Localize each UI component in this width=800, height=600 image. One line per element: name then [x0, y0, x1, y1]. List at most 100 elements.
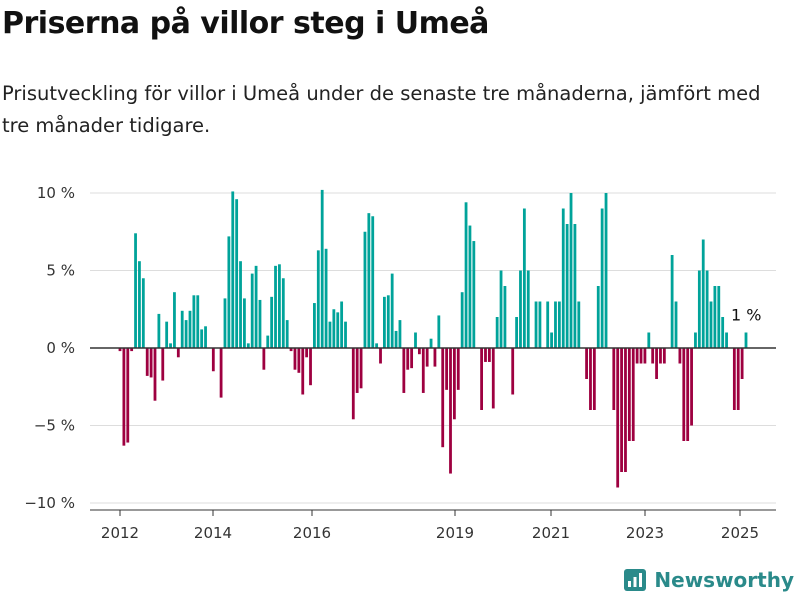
bar — [721, 317, 725, 348]
bar — [421, 348, 425, 393]
bar — [468, 225, 472, 348]
bar — [550, 332, 553, 348]
x-tick-label: 2014 — [194, 524, 232, 542]
bar — [717, 286, 721, 348]
bar — [169, 343, 172, 348]
axes — [90, 347, 776, 516]
bar — [554, 301, 557, 348]
bar — [682, 348, 686, 441]
bar — [709, 301, 713, 348]
bar — [258, 299, 262, 348]
bar — [390, 273, 394, 348]
bar — [297, 348, 301, 373]
bar — [612, 348, 616, 410]
bar — [577, 301, 581, 348]
bar — [157, 313, 161, 348]
bar — [511, 348, 515, 395]
bar — [223, 298, 227, 348]
bar — [414, 332, 417, 348]
bar — [270, 296, 274, 348]
bar — [281, 278, 285, 348]
bar — [196, 295, 200, 348]
bar — [495, 317, 499, 348]
bar — [355, 348, 359, 393]
bar — [425, 348, 429, 367]
bar — [250, 273, 254, 348]
bar — [480, 348, 483, 410]
bar — [557, 301, 561, 348]
y-tick-label: 10 % — [37, 184, 75, 202]
bar — [118, 348, 122, 352]
bar — [130, 348, 134, 352]
bar — [662, 348, 666, 364]
gridlines — [90, 192, 776, 504]
bar — [386, 295, 390, 348]
bar — [398, 320, 402, 348]
bar — [316, 250, 320, 348]
bar — [519, 270, 522, 348]
chart-title: Priserna på villor steg i Umeå — [2, 6, 489, 41]
bar — [153, 348, 157, 401]
bar — [515, 317, 518, 348]
bar — [231, 191, 235, 348]
bar — [363, 231, 367, 348]
bar — [351, 348, 355, 420]
bar — [375, 343, 379, 348]
bar — [445, 348, 449, 390]
bar — [134, 233, 137, 348]
bar — [697, 270, 701, 348]
newsworthy-logo: Newsworthy — [623, 568, 794, 592]
y-tick-label: −5 % — [34, 417, 75, 435]
bar — [383, 296, 386, 348]
bar — [211, 348, 215, 372]
bar — [740, 348, 744, 379]
bars — [118, 189, 748, 488]
bar — [173, 292, 176, 348]
bar — [145, 348, 149, 376]
bar — [732, 348, 736, 410]
bar — [184, 320, 188, 348]
bar — [705, 270, 709, 348]
x-tick-label: 2023 — [626, 524, 664, 542]
bar — [437, 315, 441, 348]
bar — [367, 213, 371, 348]
bar — [246, 343, 250, 348]
bar — [328, 321, 332, 348]
bar — [686, 348, 690, 441]
bar — [643, 348, 647, 364]
bar — [138, 261, 141, 348]
bar — [670, 255, 674, 348]
bar — [394, 330, 398, 348]
bar — [274, 265, 277, 348]
newsworthy-logo-icon — [624, 569, 647, 591]
bar — [262, 348, 266, 370]
bar — [122, 348, 126, 446]
bar — [573, 224, 577, 348]
bar — [499, 270, 503, 348]
bar — [569, 193, 573, 348]
bar — [596, 286, 600, 348]
x-tick-label: 2021 — [532, 524, 570, 542]
bar — [429, 338, 433, 348]
bar — [472, 241, 476, 348]
bar — [624, 348, 627, 472]
x-tick-label: 2019 — [436, 524, 474, 542]
bar — [227, 236, 231, 348]
bar — [589, 348, 592, 410]
bar — [305, 348, 309, 358]
bar — [491, 348, 495, 409]
bar — [585, 348, 588, 379]
bar — [600, 208, 604, 348]
bar — [149, 348, 153, 378]
bar — [219, 348, 223, 398]
bar — [410, 348, 414, 369]
bar — [309, 348, 312, 386]
bar — [449, 348, 452, 474]
bar — [690, 348, 693, 426]
bar — [320, 189, 324, 348]
bar — [379, 348, 382, 364]
bar — [694, 332, 697, 348]
bar — [371, 216, 375, 348]
bar — [655, 348, 658, 379]
bar — [417, 348, 421, 355]
